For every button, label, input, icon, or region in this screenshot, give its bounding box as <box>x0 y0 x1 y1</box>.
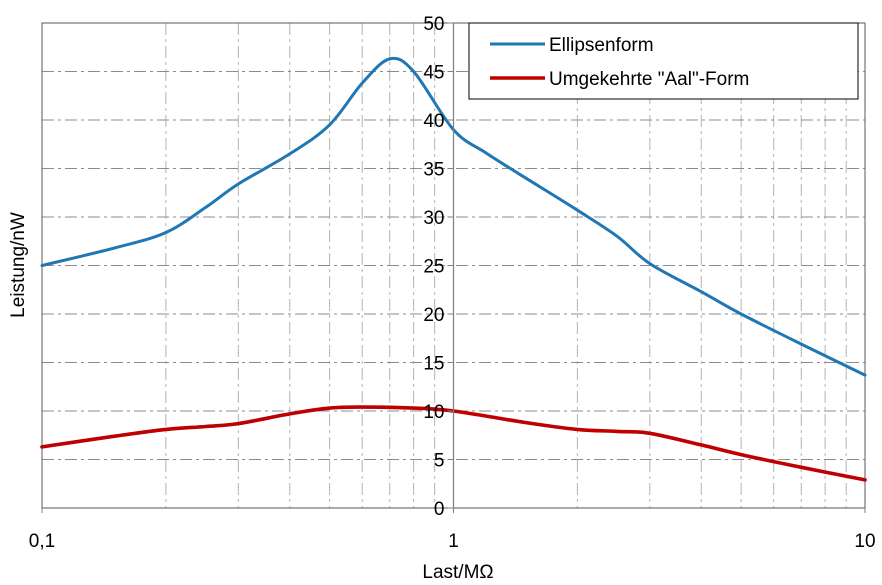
legend: Ellipsenform Umgekehrte "Aal"-Form <box>468 22 859 100</box>
x-tick-label: 1 <box>448 531 459 552</box>
y-tick-label: 5 <box>434 451 445 472</box>
y-tick-label: 30 <box>423 208 444 229</box>
x-axis-title: Last/MΩ <box>422 562 493 583</box>
y-tick-label: 40 <box>423 111 444 132</box>
y-tick-label: 10 <box>423 402 444 423</box>
y-tick-label: 50 <box>423 14 444 35</box>
axes: 0 5 10 15 20 25 30 35 40 45 50 0,1 1 10 <box>29 14 876 552</box>
y-axis-title: Leistung/nW <box>8 212 29 318</box>
series-line-2 <box>40 405 867 482</box>
legend-label: Ellipsenform <box>549 35 654 56</box>
x-tick-label: 10 <box>854 531 875 552</box>
x-tick-label: 0,1 <box>29 531 55 552</box>
grid <box>42 23 865 508</box>
y-tick-label: 25 <box>423 257 444 278</box>
y-tick-label: 15 <box>423 354 444 375</box>
legend-label: Umgekehrte "Aal"-Form <box>549 69 749 90</box>
legend-box <box>468 22 859 100</box>
series-line-1 <box>40 56 867 377</box>
y-tick-label: 20 <box>423 305 444 326</box>
series-group <box>40 56 867 482</box>
y-tick-label: 35 <box>423 160 444 181</box>
y-tick-label: 0 <box>434 499 445 520</box>
y-tick-label: 45 <box>423 63 444 84</box>
